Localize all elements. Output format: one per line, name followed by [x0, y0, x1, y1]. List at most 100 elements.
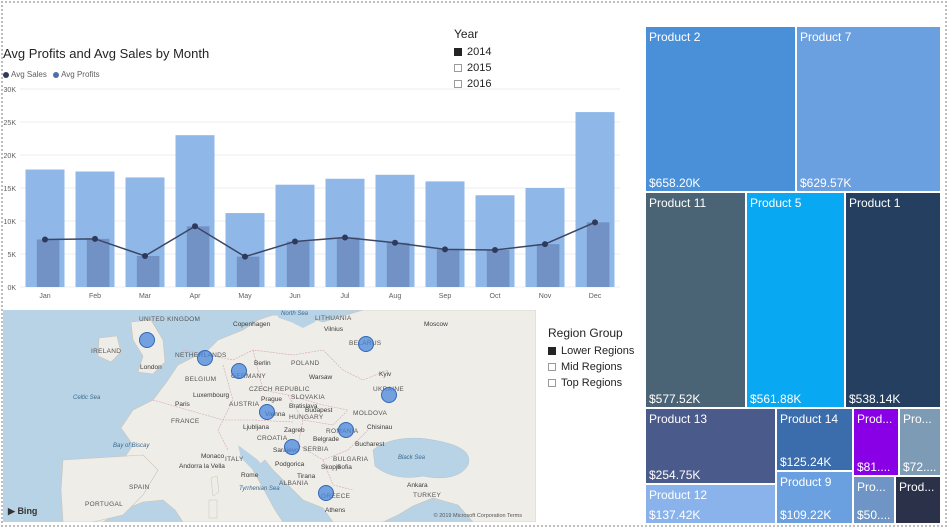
treemap-tile-product-11[interactable]: Product 11 $577.52K: [645, 192, 746, 408]
year-option-2015[interactable]: 2015: [454, 60, 491, 76]
city-label: Sofia: [337, 464, 352, 471]
profit-bar: [86, 238, 110, 287]
region-option-mid[interactable]: Mid Regions: [548, 359, 634, 375]
profit-bar: [536, 244, 560, 287]
treemap-tile-product-2[interactable]: Product 2 $658.20K: [645, 26, 796, 192]
year-option-2014[interactable]: 2014: [454, 44, 491, 60]
treemap-tile-product-13[interactable]: Product 13 $254.75K: [645, 408, 776, 484]
map-bubble[interactable]: [338, 422, 354, 438]
city-label: Tirana: [297, 473, 316, 480]
city-label: Moscow: [424, 321, 448, 328]
x-tick-label: Mar: [139, 293, 152, 300]
treemap-tile-product-truncated[interactable]: Prod...: [895, 476, 941, 524]
country-label: LITHUANIA: [315, 315, 352, 322]
city-label: Chisinau: [367, 424, 393, 431]
sea-label: Tyrrhenian Sea: [239, 486, 280, 492]
profit-bar: [286, 241, 310, 287]
chart-title: Avg Profits and Avg Sales by Month: [3, 46, 210, 61]
map-bubble[interactable]: [381, 387, 397, 403]
profit-point: [42, 236, 48, 243]
profit-point: [492, 247, 498, 254]
checkbox-icon[interactable]: [548, 363, 556, 371]
checkbox-icon[interactable]: [548, 347, 556, 355]
country-label: SLOVAKIA: [291, 394, 326, 401]
map-bubble[interactable]: [259, 404, 275, 420]
year-option-label: 2016: [467, 78, 492, 90]
bing-logo: ▶ Bing: [8, 506, 38, 516]
region-option-label: Top Regions: [561, 377, 623, 389]
treemap-tile-product-truncated[interactable]: Prod... $81....: [853, 408, 899, 476]
map-bubble[interactable]: [197, 350, 213, 366]
country-label: AUSTRIA: [229, 401, 260, 408]
year-option-label: 2014: [467, 46, 492, 58]
map-bubble[interactable]: [358, 336, 374, 352]
city-label: Budapest: [305, 407, 333, 414]
map-copyright[interactable]: © 2019 Microsoft Corporation Terms: [433, 513, 522, 519]
city-label: Andorra la Vella: [179, 463, 225, 470]
treemap-tile-product-12[interactable]: Product 12 $137.42K: [645, 484, 776, 524]
x-tick-label: Aug: [389, 293, 402, 300]
x-tick-label: Sep: [439, 293, 452, 300]
checkbox-icon[interactable]: [548, 379, 556, 387]
city-label: Vienna: [265, 411, 286, 418]
city-label: Skopje: [321, 464, 341, 471]
map-bubble[interactable]: [231, 363, 247, 379]
avg-profits-sales-chart[interactable]: 0K 5K 10K 15K 20K 25K 30K Jan Feb Mar Apr May Jun Jul…: [0, 80, 640, 305]
city-label: Zagreb: [284, 427, 305, 434]
profit-bar: [336, 237, 360, 287]
treemap-tile-product-1[interactable]: Product 1 $538.14K: [845, 192, 941, 408]
sea-label: Celtic Sea: [73, 395, 101, 401]
profit-bar: [436, 249, 460, 287]
city-label: Berlin: [254, 360, 271, 367]
country-label: UNITED KINGDOM: [139, 316, 201, 323]
profit-bar: [186, 226, 210, 287]
region-option-top[interactable]: Top Regions: [548, 375, 634, 391]
city-label: London: [140, 364, 162, 371]
bing-icon: ▶: [8, 506, 15, 516]
region-option-lower[interactable]: Lower Regions: [548, 343, 634, 359]
city-label: Prague: [261, 396, 282, 403]
country-label: TURKEY: [413, 492, 442, 499]
treemap-tile-product-truncated[interactable]: Pro... $50....: [853, 476, 895, 524]
city-label: Warsaw: [309, 374, 333, 381]
x-tick-label: Nov: [539, 293, 552, 300]
legend-item-avg-sales[interactable]: Avg Sales: [3, 70, 47, 79]
country-label: GREECE: [321, 493, 351, 500]
treemap-tile-product-5[interactable]: Product 5 $561.88K: [746, 192, 845, 408]
europe-map[interactable]: North Sea Bay of Biscay Black Sea Tyrrhe…: [3, 310, 536, 522]
legend-marker-avg-profits: [53, 71, 60, 78]
year-option-2016[interactable]: 2016: [454, 76, 491, 92]
year-slicer: Year 2014 2015 2016: [454, 27, 491, 92]
legend-marker-avg-sales: [3, 71, 9, 78]
y-tick-label: 10K: [4, 219, 17, 226]
profit-point: [292, 238, 298, 245]
x-tick-label: Apr: [190, 293, 202, 300]
map-bubble[interactable]: [284, 439, 300, 455]
map-bubble[interactable]: [139, 332, 155, 348]
country-label: FRANCE: [171, 418, 200, 425]
map-bubble[interactable]: [318, 485, 334, 501]
city-label: Athens: [325, 507, 346, 514]
country-label: PORTUGAL: [85, 501, 124, 508]
treemap-tile-product-truncated[interactable]: Pro... $72....: [899, 408, 941, 476]
city-label: Rome: [241, 472, 259, 479]
checkbox-icon[interactable]: [454, 80, 462, 88]
sea-label: North Sea: [281, 311, 309, 317]
year-option-label: 2015: [467, 62, 492, 74]
country-label: HUNGARY: [289, 414, 324, 421]
profit-point: [242, 253, 248, 260]
profit-point: [142, 252, 148, 259]
treemap-tile-product-9[interactable]: Product 9 $109.22K: [776, 471, 853, 524]
city-label: Kyiv: [379, 371, 392, 378]
profit-point: [92, 235, 98, 242]
legend-item-avg-profits[interactable]: Avg Profits: [53, 70, 100, 79]
treemap-tile-product-14[interactable]: Product 14 $125.24K: [776, 408, 853, 471]
treemap-tile-product-7[interactable]: Product 7 $629.57K: [796, 26, 941, 192]
checkbox-icon[interactable]: [454, 64, 462, 72]
x-tick-label: May: [238, 293, 252, 300]
profit-bar: [386, 242, 410, 287]
profit-bar: [136, 255, 160, 287]
checkbox-icon[interactable]: [454, 48, 462, 56]
chart-legend: Avg Sales Avg Profits: [3, 70, 104, 79]
